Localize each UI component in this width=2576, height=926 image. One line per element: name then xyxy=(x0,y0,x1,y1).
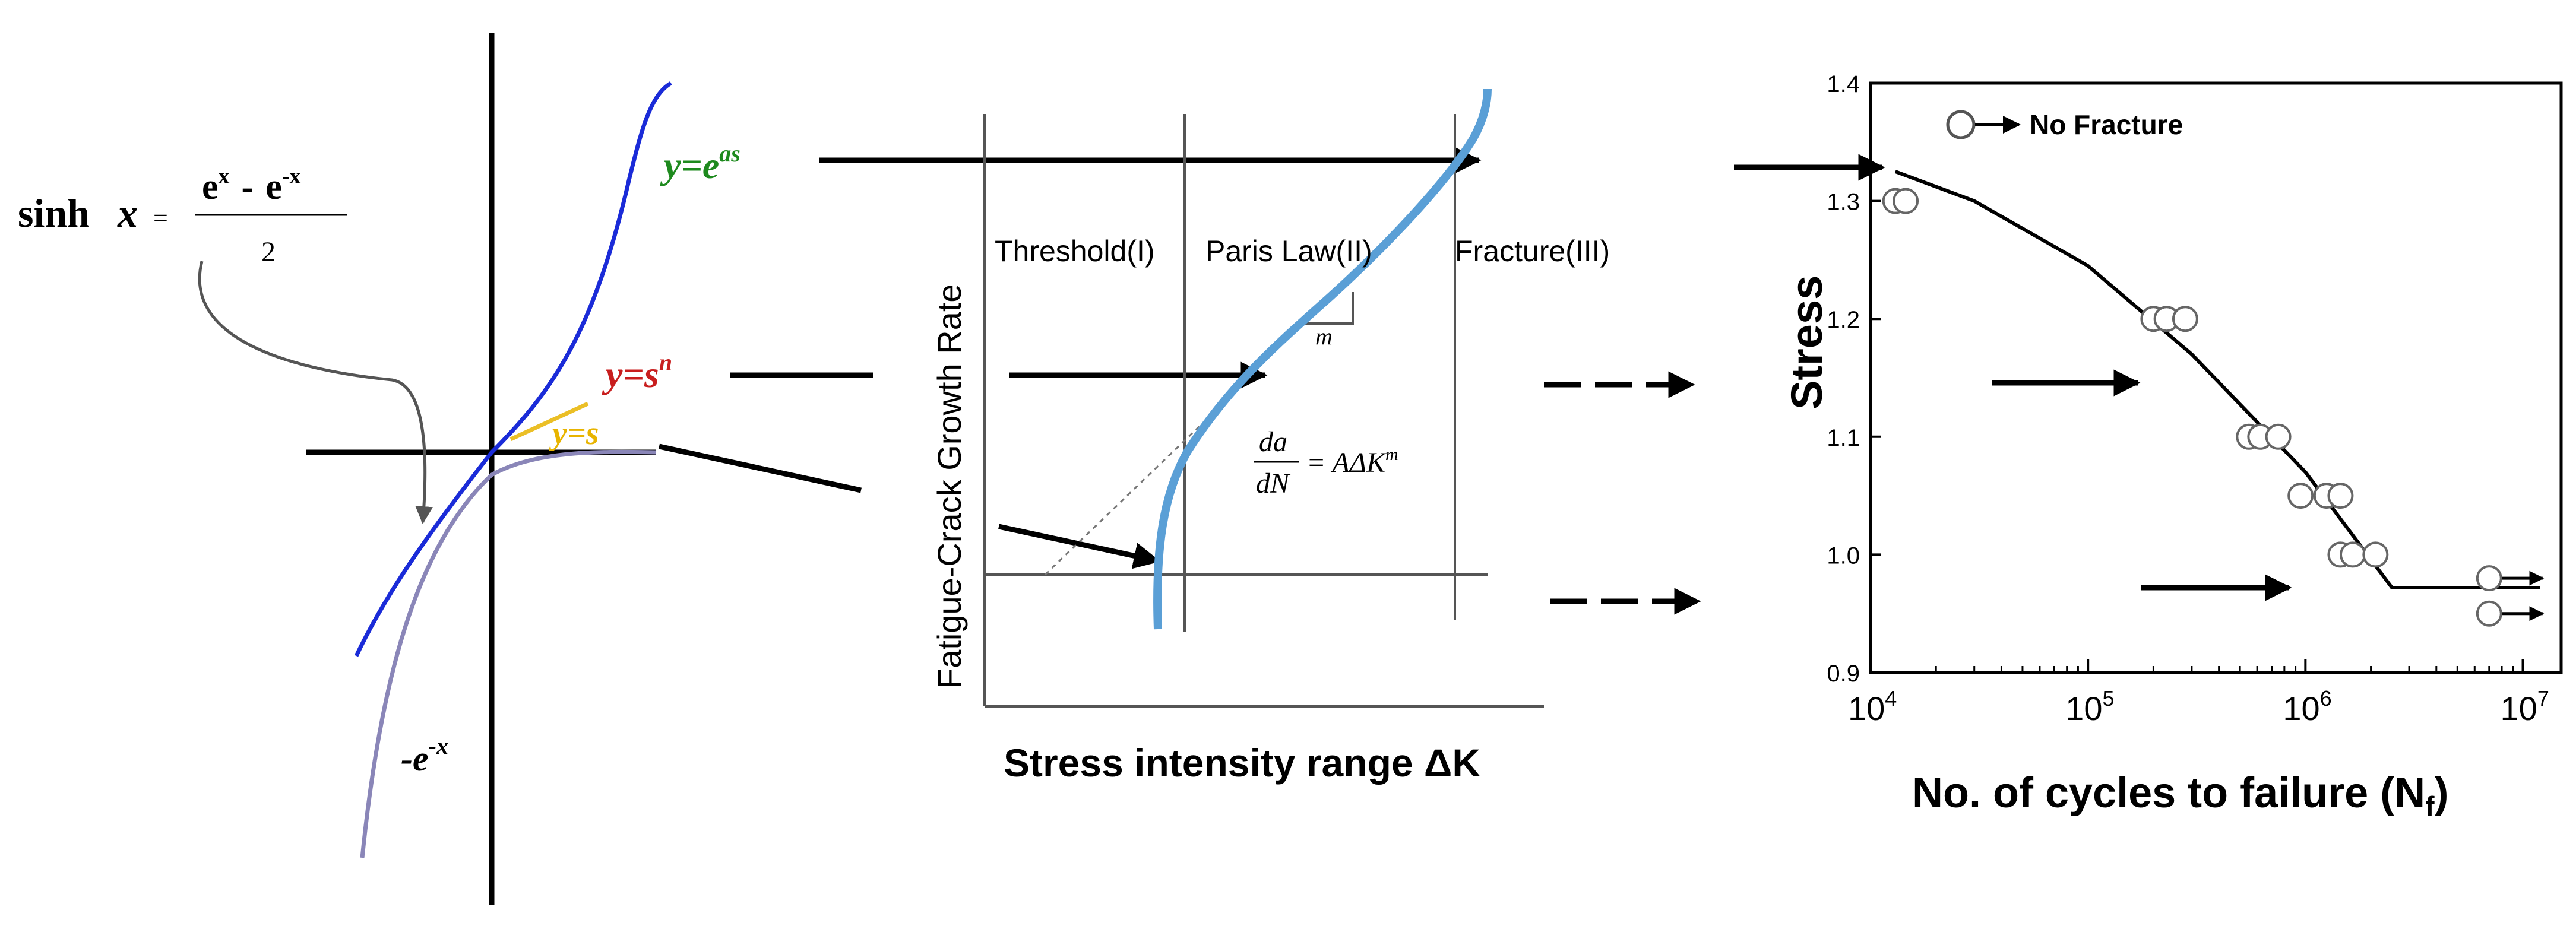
paris-curve xyxy=(1153,88,1492,630)
neg-exp-curve xyxy=(360,449,657,858)
connector-arrows xyxy=(659,147,1885,615)
power-label: y=sn xyxy=(602,349,672,395)
sinh-denominator: 2 xyxy=(261,236,276,268)
paris-region-paris: Paris Law(II) xyxy=(1205,234,1372,268)
sn-fit-curve xyxy=(1894,170,2540,590)
sn-points xyxy=(1882,188,2389,568)
paris-eq-den: dN xyxy=(1256,468,1291,499)
paris-panel: m Threshold(I) Paris Law(II) Fracture(II… xyxy=(931,88,1610,785)
data-point xyxy=(1893,188,1919,214)
neg-exp-label: -e-x xyxy=(401,732,448,778)
x-tick-label: 104 xyxy=(1848,686,1897,727)
x-tick-label: 106 xyxy=(2283,686,2331,727)
sinh-panel: sinh x = ex - e-x 2 y=eas y=sn y=s -e-x xyxy=(18,33,740,905)
legend-marker xyxy=(1946,110,1976,139)
sn-y-label: Stress xyxy=(1782,275,1831,410)
sinh-formula-eq: = xyxy=(153,204,168,233)
sn-legend: No Fracture xyxy=(1946,109,2183,140)
data-point xyxy=(2287,483,2314,509)
sinh-formula-prefix: sinh xyxy=(18,191,90,236)
paris-region-threshold: Threshold(I) xyxy=(995,234,1155,268)
y-tick-label: 1.0 xyxy=(1827,543,1860,569)
connector-linear xyxy=(659,443,862,493)
y-tick-label: 1.4 xyxy=(1827,71,1860,97)
y-tick-label: 1.3 xyxy=(1827,189,1860,215)
data-point xyxy=(2327,483,2354,509)
sn-plot-frame xyxy=(1869,81,2563,674)
connector-threshold xyxy=(998,524,1161,569)
y-tick-label: 0.9 xyxy=(1827,661,1860,687)
runout-point xyxy=(2476,600,2502,627)
paris-x-label: Stress intensity range ΔK xyxy=(1004,741,1480,785)
linear-label: y=s xyxy=(549,415,599,452)
sinh-numerator: ex - e-x xyxy=(202,164,300,207)
data-point xyxy=(2265,423,2292,450)
paris-eq-rhs: = AΔKm xyxy=(1306,445,1398,478)
data-point xyxy=(2362,541,2389,568)
sn-x-label: No. of cycles to failure (Nf) xyxy=(1912,769,2449,822)
sinh-curve xyxy=(354,81,672,657)
sn-runouts xyxy=(2476,565,2545,627)
y-tick-label: 1.1 xyxy=(1827,425,1860,451)
runout-point xyxy=(2476,565,2502,592)
sn-ticks xyxy=(1869,82,2524,674)
sinh-callout-arrow xyxy=(198,261,433,524)
paris-slope-label: m xyxy=(1315,323,1333,350)
sinh-formula-var: x xyxy=(117,191,138,236)
data-point xyxy=(2339,541,2366,568)
y-tick-label: 1.2 xyxy=(1827,307,1860,333)
sn-chart: 0.9 1.0 1.1 1.2 1.3 1.4 104 105 106 107 No Fractu… xyxy=(1782,71,2563,822)
paris-region-fracture: Fracture(III) xyxy=(1455,234,1610,268)
paris-eq-num: da xyxy=(1259,426,1287,458)
sn-tick-labels: 0.9 1.0 1.1 1.2 1.3 1.4 104 105 106 107 xyxy=(1827,71,2549,727)
paris-slope-triangle xyxy=(1299,292,1354,325)
exp-label: y=eas xyxy=(660,140,740,186)
x-tick-label: 107 xyxy=(2501,686,2549,727)
linear-segment xyxy=(509,401,589,442)
data-point xyxy=(2172,306,2198,332)
paris-y-label: Fatigue-Crack Growth Rate xyxy=(931,284,968,689)
paris-extrapolation xyxy=(1044,425,1201,576)
legend-label: No Fracture xyxy=(2030,109,2183,140)
x-tick-label: 105 xyxy=(2065,686,2114,727)
